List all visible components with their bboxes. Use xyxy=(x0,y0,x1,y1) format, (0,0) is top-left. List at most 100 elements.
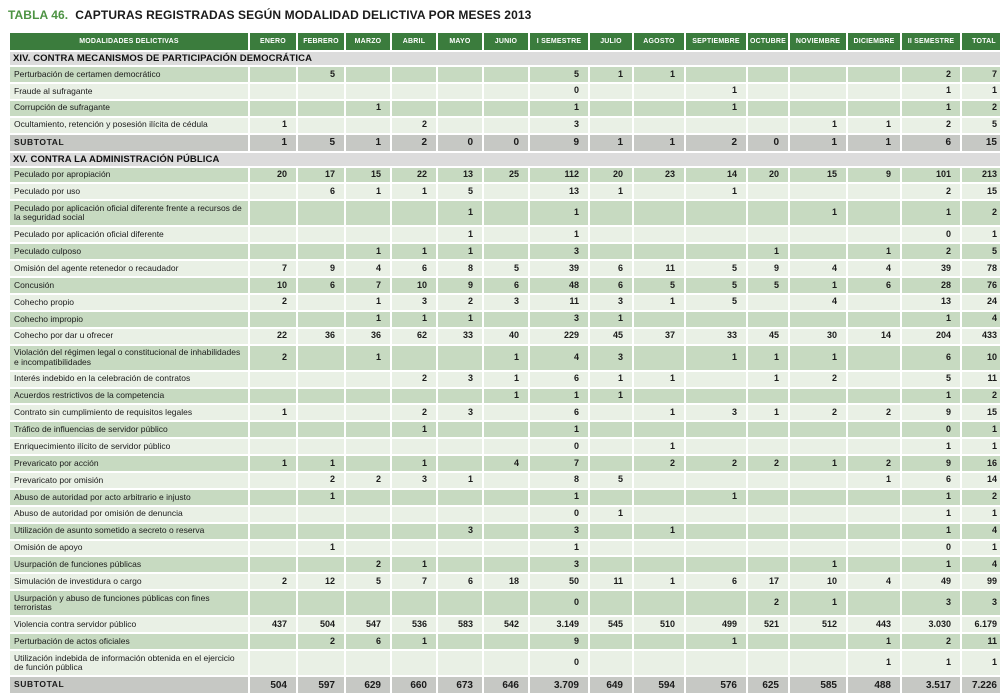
cell-noviembre: 4 xyxy=(790,261,846,277)
cell-abril: 1 xyxy=(392,422,436,438)
cell-diciembre xyxy=(848,506,900,522)
cell-octubre xyxy=(748,227,788,243)
table-row: Peculado por aplicación oficial diferent… xyxy=(10,227,1000,243)
cell-septiembre xyxy=(686,311,746,327)
cell-septiembre xyxy=(686,472,746,488)
cell-julio: 11 xyxy=(590,574,632,590)
cell-noviembre xyxy=(790,227,846,243)
captures-table: MODALIDADES DELICTIVAS ENERO FEBRERO MARZO A… xyxy=(8,31,1000,695)
row-label: Cohecho impropio xyxy=(10,311,248,327)
cell-mayo: 9 xyxy=(438,278,482,293)
cell-febrero: 6 xyxy=(298,184,344,200)
cell-marzo: 1 xyxy=(346,244,390,260)
subtotal-cell-octubre: 625 xyxy=(748,677,788,694)
table-row: Cohecho propio 2 1 3 2 3 11 3 1 5 4 13 24 xyxy=(10,294,1000,310)
cell-julio: 3 xyxy=(590,345,632,370)
row-label: Prevaricato por omisión xyxy=(10,472,248,488)
cell-enero xyxy=(250,201,296,226)
cell-octubre: 521 xyxy=(748,617,788,633)
cell-enero xyxy=(250,100,296,116)
cell-noviembre xyxy=(790,422,846,438)
cell-septiembre: 5 xyxy=(686,294,746,310)
cell-enero xyxy=(250,439,296,455)
cell-noviembre: 1 xyxy=(790,456,846,471)
subtotal-cell-febrero: 5 xyxy=(298,134,344,151)
cell-septiembre: 14 xyxy=(686,167,746,183)
cell-mayo: 1 xyxy=(438,472,482,488)
cell-enero: 2 xyxy=(250,345,296,370)
cell-febrero: 17 xyxy=(298,167,344,183)
cell-i-semestre: 5 xyxy=(530,67,588,82)
cell-marzo xyxy=(346,591,390,616)
subtotal-cell-diciembre: 1 xyxy=(848,134,900,151)
cell-febrero xyxy=(298,405,344,421)
row-label: Fraude al sufragante xyxy=(10,83,248,99)
section-header: XV. CONTRA LA ADMINISTRACIÓN PÚBLICA xyxy=(10,152,1000,166)
cell-noviembre: 1 xyxy=(790,117,846,133)
cell-i-semestre: 0 xyxy=(530,591,588,616)
cell-abril: 1 xyxy=(392,184,436,200)
cell-junio: 25 xyxy=(484,167,528,183)
cell-diciembre xyxy=(848,422,900,438)
cell-marzo xyxy=(346,117,390,133)
cell-julio: 6 xyxy=(590,278,632,293)
cell-febrero: 504 xyxy=(298,617,344,633)
row-label: Acuerdos restrictivos de la competencia xyxy=(10,388,248,404)
cell-mayo xyxy=(438,83,482,99)
cell-febrero xyxy=(298,506,344,522)
cell-i-semestre: 48 xyxy=(530,278,588,293)
cell-mayo xyxy=(438,100,482,116)
cell-febrero xyxy=(298,345,344,370)
cell-septiembre: 33 xyxy=(686,328,746,344)
cell-enero: 2 xyxy=(250,294,296,310)
cell-marzo xyxy=(346,67,390,82)
cell-diciembre xyxy=(848,83,900,99)
cell-julio xyxy=(590,489,632,505)
cell-marzo xyxy=(346,201,390,226)
cell-julio xyxy=(590,523,632,539)
table-title: TABLA 46. CAPTURAS REGISTRADAS SEGÚN MODA… xyxy=(8,8,992,22)
cell-marzo: 2 xyxy=(346,557,390,573)
table-row: Utilización de asunto sometido a secreto… xyxy=(10,523,1000,539)
cell-septiembre xyxy=(686,227,746,243)
cell-enero xyxy=(250,388,296,404)
cell-octubre: 1 xyxy=(748,371,788,387)
cell-julio xyxy=(590,540,632,556)
cell-noviembre: 10 xyxy=(790,574,846,590)
cell-febrero: 2 xyxy=(298,472,344,488)
cell-agosto: 23 xyxy=(634,167,684,183)
cell-enero: 10 xyxy=(250,278,296,293)
cell-noviembre xyxy=(790,67,846,82)
cell-ii-semestre: 0 xyxy=(902,422,960,438)
cell-febrero xyxy=(298,117,344,133)
cell-julio: 20 xyxy=(590,167,632,183)
cell-enero xyxy=(250,184,296,200)
cell-abril xyxy=(392,345,436,370)
table-caption: CAPTURAS REGISTRADAS SEGÚN MODALIDAD DEL… xyxy=(75,8,532,22)
subtotal-cell-total: 7.226 xyxy=(962,677,1000,694)
table-row: Peculado por apropiación 20 17 15 22 13 25 112 2… xyxy=(10,167,1000,183)
subtotal-cell-i-semestre: 9 xyxy=(530,134,588,151)
cell-marzo xyxy=(346,439,390,455)
cell-abril: 22 xyxy=(392,167,436,183)
table-row: Cohecho por dar u ofrecer 22 36 36 62 33 40 229… xyxy=(10,328,1000,344)
cell-total: 2 xyxy=(962,388,1000,404)
cell-abril: 1 xyxy=(392,244,436,260)
cell-marzo: 1 xyxy=(346,345,390,370)
cell-noviembre: 15 xyxy=(790,167,846,183)
cell-i-semestre: 13 xyxy=(530,184,588,200)
cell-i-semestre: 6 xyxy=(530,405,588,421)
cell-ii-semestre: 0 xyxy=(902,227,960,243)
cell-febrero xyxy=(298,591,344,616)
cell-julio xyxy=(590,117,632,133)
cell-julio xyxy=(590,591,632,616)
cell-junio: 4 xyxy=(484,456,528,471)
cell-junio: 1 xyxy=(484,345,528,370)
cell-enero: 437 xyxy=(250,617,296,633)
cell-febrero xyxy=(298,651,344,676)
cell-junio xyxy=(484,100,528,116)
cell-febrero xyxy=(298,227,344,243)
subtotal-cell-noviembre: 1 xyxy=(790,134,846,151)
cell-enero xyxy=(250,557,296,573)
column-header-mayo: MAYO xyxy=(438,33,482,50)
